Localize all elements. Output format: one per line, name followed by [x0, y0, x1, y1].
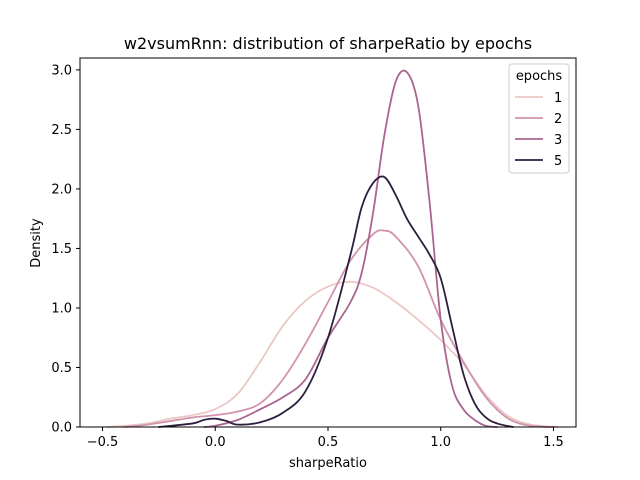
legend-items: 1 2 3 5 — [515, 91, 562, 169]
legend-label-5: 5 — [554, 154, 562, 169]
legend-label-1: 1 — [554, 91, 562, 106]
y-tick-label: 0.5 — [51, 361, 72, 376]
legend-label-2: 2 — [554, 112, 562, 127]
y-tick-label: 2.0 — [51, 182, 72, 197]
y-tick-label: 1.5 — [51, 242, 72, 257]
y-axis: 0.0 0.5 1.0 1.5 2.0 2.5 3.0 — [51, 63, 80, 436]
chart-title: w2vsumRnn: distribution of sharpeRatio b… — [124, 34, 532, 53]
x-axis-title: sharpeRatio — [289, 456, 367, 471]
x-tick-label: 0.0 — [205, 435, 226, 450]
plot-area-frame — [79, 57, 577, 428]
legend: epochs 1 2 3 5 — [508, 63, 570, 174]
y-axis-title: Density — [29, 218, 44, 268]
x-axis: −0.5 0.0 0.5 1.0 1.5 — [87, 427, 564, 450]
x-tick-label: −0.5 — [87, 435, 119, 450]
series-line-3 — [203, 69, 498, 428]
series-line-5 — [158, 175, 514, 428]
x-tick-label: 0.5 — [318, 435, 339, 450]
y-tick-label: 2.5 — [51, 123, 72, 138]
series-line-1 — [106, 280, 559, 428]
legend-label-3: 3 — [554, 133, 562, 148]
density-curves — [106, 69, 559, 428]
legend-title: epochs — [516, 69, 563, 84]
x-tick-label: 1.0 — [430, 435, 451, 450]
series-line-2 — [124, 229, 555, 428]
y-tick-label: 3.0 — [51, 63, 72, 78]
y-tick-label: 0.0 — [51, 421, 72, 436]
y-tick-label: 1.0 — [51, 301, 72, 316]
x-tick-label: 1.5 — [543, 435, 564, 450]
